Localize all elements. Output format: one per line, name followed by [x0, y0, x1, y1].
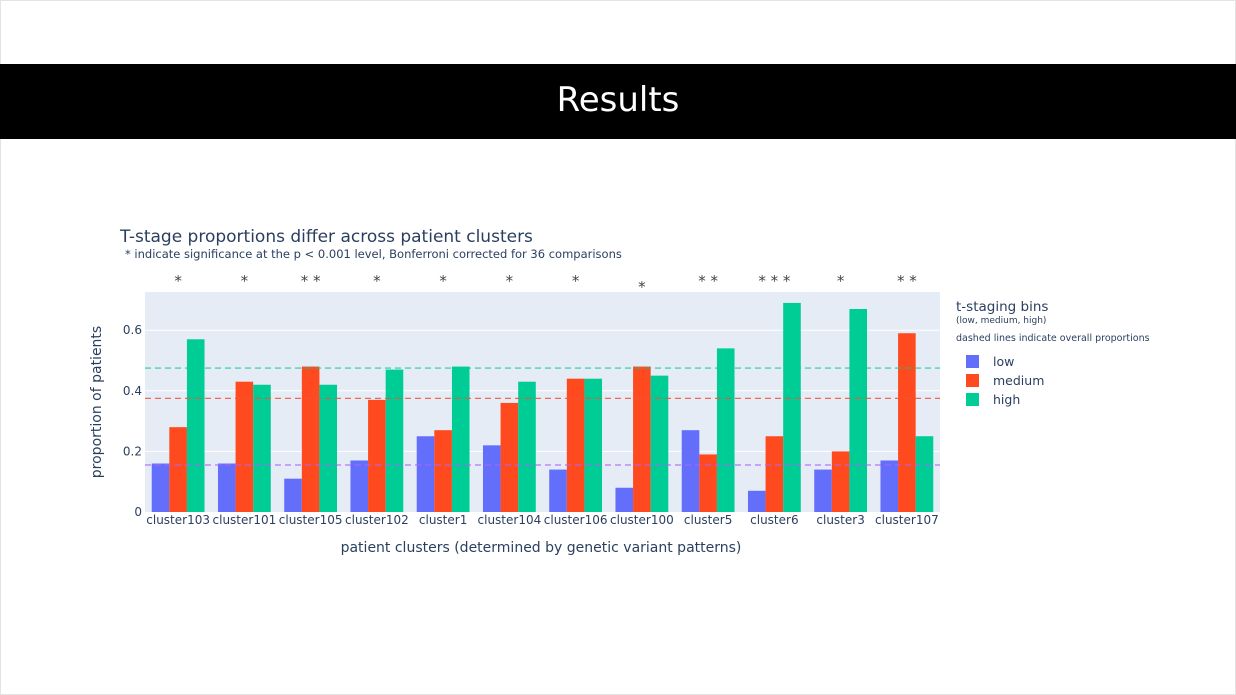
significance-mark: * — [174, 272, 182, 290]
bar-high — [849, 308, 868, 512]
x-tick-label: cluster1 — [419, 513, 467, 527]
bar-medium — [169, 427, 187, 512]
x-tick-label: cluster103 — [146, 513, 210, 527]
chart-subtitle: * indicate significance at the p < 0.001… — [125, 247, 622, 261]
bar-low — [681, 430, 700, 512]
x-tick-label: cluster102 — [345, 513, 409, 527]
bar-low — [217, 463, 236, 512]
x-axis-ticks: cluster103 cluster101 cluster105 cluster102… — [146, 513, 938, 527]
bar-low — [416, 436, 435, 512]
bar-medium — [765, 436, 784, 512]
significance-marks: * * * * * * * * * * * * * * * * * — [174, 272, 917, 296]
bar-low — [880, 460, 899, 512]
legend-items: low medium high — [966, 354, 1044, 407]
overall-proportion-lines — [145, 367, 940, 466]
significance-mark: * * * — [758, 272, 791, 290]
bar-high — [915, 436, 934, 512]
bar-high — [783, 302, 801, 512]
bar-high — [186, 339, 205, 512]
legend-swatch-medium[interactable] — [966, 374, 979, 387]
bar-medium — [898, 333, 916, 512]
slide-title: Results — [556, 79, 680, 120]
bar-medium — [434, 430, 452, 512]
bar-medium — [699, 454, 717, 512]
significance-mark: * — [837, 272, 845, 290]
bar-medium — [633, 366, 651, 512]
slide-title-bar: Results — [0, 64, 1236, 139]
bar-high — [584, 378, 603, 512]
bar-high — [385, 369, 404, 512]
y-axis-ticks: 0 0.2 0.4 0.6 — [123, 323, 142, 519]
bar-low — [747, 490, 766, 512]
bar-high — [319, 384, 338, 512]
significance-mark: * — [572, 272, 580, 290]
grid-lines — [145, 329, 940, 452]
bar-medium — [500, 402, 519, 512]
legend-swatch-low[interactable] — [966, 355, 979, 368]
significance-mark: * — [439, 272, 447, 290]
bar-medium — [566, 378, 585, 512]
bar-medium — [831, 451, 850, 512]
legend-label-low[interactable]: low — [993, 354, 1014, 369]
bar-low — [284, 478, 302, 512]
bar-low — [482, 445, 501, 512]
significance-mark: * — [241, 272, 249, 290]
significance-mark: * * — [897, 272, 917, 290]
x-axis-label: patient clusters (determined by genetic … — [341, 540, 742, 556]
legend-swatch-high[interactable] — [966, 393, 979, 406]
x-tick-label: cluster101 — [213, 513, 277, 527]
legend-note: dashed lines indicate overall proportion… — [956, 333, 1150, 344]
bar-high — [451, 366, 470, 512]
x-tick-label: cluster106 — [544, 513, 608, 527]
y-tick-label: 0 — [134, 505, 142, 519]
y-axis-label: proportion of patients — [89, 326, 105, 478]
bar-low — [615, 487, 634, 512]
significance-mark: * — [638, 278, 646, 296]
y-tick-label: 0.6 — [123, 323, 142, 337]
bar-low — [814, 469, 832, 512]
plot-area — [145, 292, 940, 512]
chart-title: T-stage proportions differ across patien… — [119, 227, 533, 247]
legend: t-staging bins (low, medium, high) dashe… — [956, 299, 1150, 407]
bar-low — [549, 469, 567, 512]
bar-medium — [368, 399, 386, 512]
x-tick-label: cluster5 — [684, 513, 732, 527]
legend-subtitle: (low, medium, high) — [956, 316, 1046, 326]
significance-mark: * * — [698, 272, 718, 290]
bar-high — [716, 348, 735, 512]
significance-mark: * — [506, 272, 514, 290]
bar-medium — [301, 366, 320, 512]
bar-low — [151, 463, 170, 512]
x-tick-label: cluster107 — [875, 513, 939, 527]
legend-title: t-staging bins — [956, 299, 1048, 315]
x-tick-label: cluster104 — [478, 513, 542, 527]
legend-label-high[interactable]: high — [993, 392, 1020, 407]
y-tick-label: 0.2 — [123, 444, 142, 458]
y-tick-label: 0.4 — [123, 384, 142, 398]
bar-high — [650, 375, 669, 512]
bar-high — [253, 384, 271, 512]
bar-high — [518, 381, 536, 512]
x-tick-label: cluster3 — [816, 513, 864, 527]
bars — [151, 302, 934, 512]
legend-label-medium[interactable]: medium — [993, 373, 1044, 388]
bar-low — [350, 460, 369, 512]
x-tick-label: cluster6 — [750, 513, 798, 527]
x-tick-label: cluster100 — [610, 513, 674, 527]
bar-medium — [235, 381, 254, 512]
x-tick-label: cluster105 — [279, 513, 343, 527]
significance-mark: * * — [301, 272, 321, 290]
significance-mark: * — [373, 272, 381, 290]
